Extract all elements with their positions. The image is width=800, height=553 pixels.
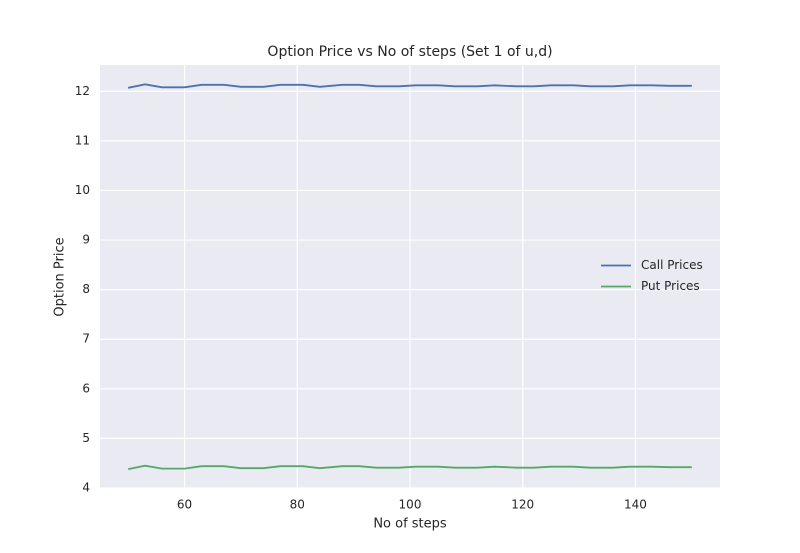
y-tick-label: 11 [75,133,90,147]
y-tick-label: 4 [82,481,90,495]
y-tick-label: 10 [75,183,90,197]
y-axis-label: Option Price [53,237,68,316]
x-tick-label: 100 [399,498,422,512]
legend-label: Call Prices [641,258,703,272]
line [128,464,692,471]
chart-title: Option Price vs No of steps (Set 1 of u,… [267,44,552,60]
y-tick-label: 5 [82,431,90,445]
y-tick-label: 6 [82,381,90,395]
x-axis-label: No of steps [373,517,447,532]
y-tick-label: 12 [75,84,90,98]
y-tick-label: 9 [82,233,90,247]
x-tick-label: 60 [177,498,192,512]
x-tick-label: 80 [290,498,305,512]
line [128,83,692,89]
x-tick-label: 120 [511,498,534,512]
x-tick-label: 140 [624,498,647,512]
y-tick-label: 8 [82,282,90,296]
y-tick-label: 7 [82,332,90,346]
legend-label: Put Prices [641,279,700,293]
